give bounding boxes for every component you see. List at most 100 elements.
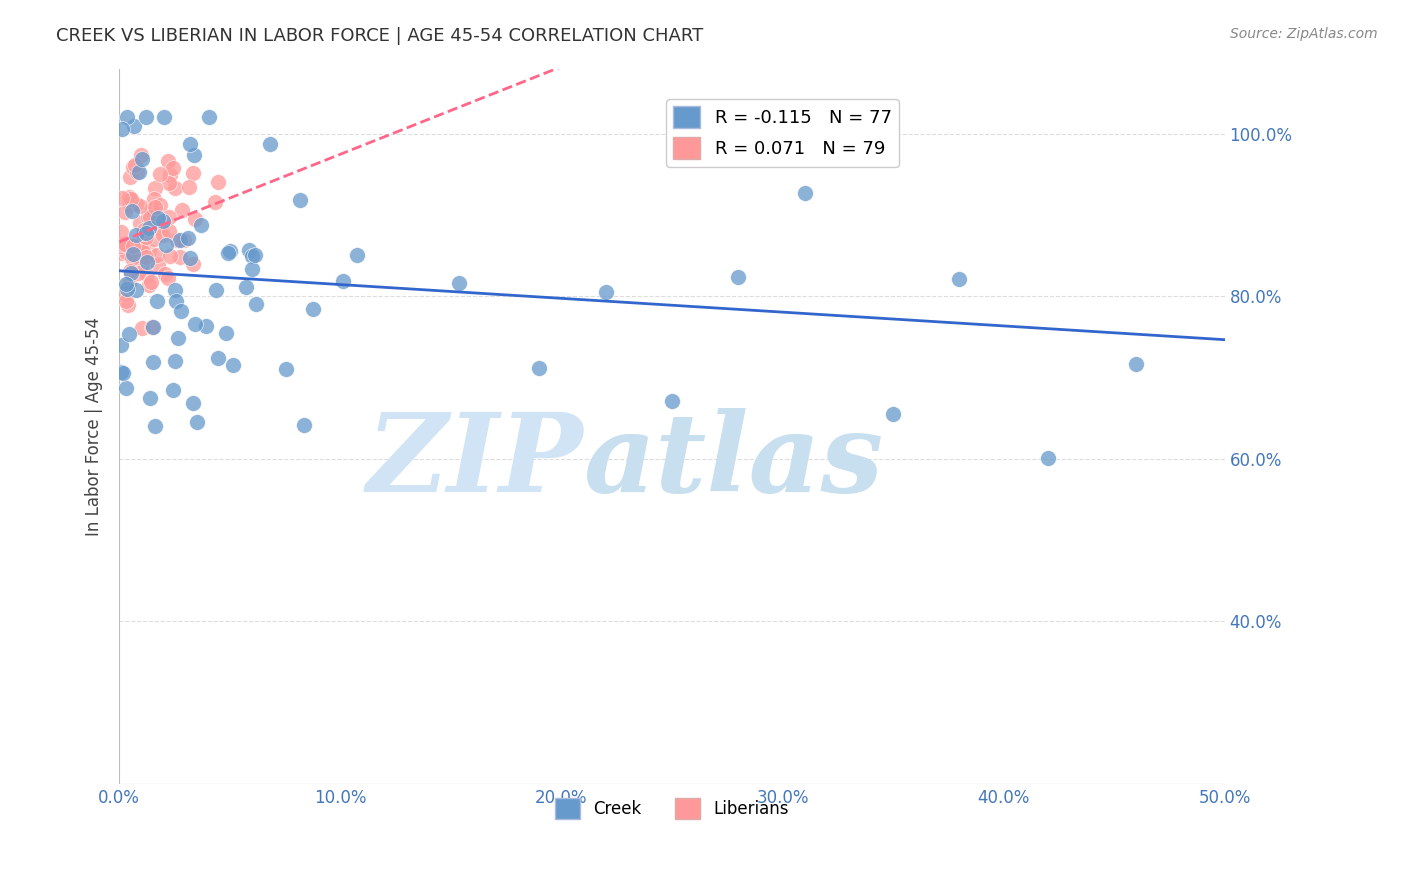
Point: [177, 231, 200, 245]
Y-axis label: In Labor Force | Age 45-54: In Labor Force | Age 45-54: [86, 317, 103, 535]
Point: [179, 137, 201, 152]
Point: [112, 285, 135, 300]
Point: [207, 175, 229, 189]
Point: [166, 233, 188, 247]
Point: [129, 148, 152, 162]
Point: [215, 326, 238, 340]
Point: [121, 161, 143, 175]
Point: [146, 211, 169, 225]
Point: [243, 247, 266, 261]
Point: [135, 268, 157, 283]
Point: [169, 250, 191, 264]
Point: [135, 230, 157, 244]
Point: [115, 282, 138, 296]
Point: [122, 247, 145, 261]
Point: [259, 136, 281, 151]
Point: [141, 203, 163, 218]
Point: [157, 210, 180, 224]
Point: [195, 318, 218, 333]
Point: [110, 246, 132, 260]
Point: [124, 158, 146, 172]
Point: [245, 297, 267, 311]
Point: [150, 221, 173, 235]
Point: [173, 233, 195, 247]
Point: [181, 395, 204, 409]
Point: [110, 225, 132, 239]
Point: [139, 391, 162, 405]
Point: [157, 270, 180, 285]
Point: [1125, 357, 1147, 371]
Point: [114, 277, 136, 292]
Point: [157, 154, 180, 169]
Point: [121, 204, 143, 219]
Point: [128, 199, 150, 213]
Point: [148, 167, 170, 181]
Text: atlas: atlas: [583, 409, 884, 516]
Point: [169, 304, 191, 318]
Point: [595, 285, 617, 300]
Point: [145, 180, 167, 194]
Point: [235, 279, 257, 293]
Point: [111, 122, 134, 136]
Point: [122, 119, 145, 133]
Point: [125, 228, 148, 243]
Point: [204, 194, 226, 209]
Point: [148, 258, 170, 272]
Point: [138, 221, 160, 235]
Point: [183, 147, 205, 161]
Point: [242, 261, 264, 276]
Point: [111, 367, 134, 381]
Point: [163, 283, 186, 297]
Point: [882, 407, 904, 421]
Point: [159, 169, 181, 183]
Point: [149, 197, 172, 211]
Point: [117, 326, 139, 341]
Point: [529, 360, 551, 375]
Point: [131, 321, 153, 335]
Text: ZIP: ZIP: [367, 409, 583, 516]
Point: [143, 211, 166, 226]
Point: [222, 358, 245, 372]
Point: [288, 194, 311, 208]
Text: CREEK VS LIBERIAN IN LABOR FORCE | AGE 45-54 CORRELATION CHART: CREEK VS LIBERIAN IN LABOR FORCE | AGE 4…: [56, 27, 703, 45]
Point: [127, 266, 149, 280]
Point: [152, 228, 174, 243]
Point: [132, 227, 155, 241]
Point: [153, 110, 176, 124]
Point: [274, 362, 297, 376]
Point: [138, 210, 160, 224]
Point: [238, 243, 260, 257]
Point: [1225, 183, 1247, 197]
Text: Source: ZipAtlas.com: Source: ZipAtlas.com: [1230, 27, 1378, 41]
Point: [141, 319, 163, 334]
Point: [793, 186, 815, 200]
Point: [207, 351, 229, 365]
Point: [152, 213, 174, 227]
Point: [165, 293, 187, 308]
Point: [120, 267, 142, 281]
Point: [190, 218, 212, 232]
Point: [155, 238, 177, 252]
Point: [115, 110, 138, 124]
Point: [146, 248, 169, 262]
Point: [162, 161, 184, 176]
Point: [110, 236, 132, 251]
Point: [346, 248, 368, 262]
Point: [142, 354, 165, 368]
Point: [115, 381, 138, 395]
Point: [118, 276, 141, 290]
Point: [120, 193, 142, 207]
Point: [197, 110, 219, 124]
Point: [172, 203, 194, 218]
Point: [145, 418, 167, 433]
Point: [124, 248, 146, 262]
Point: [121, 194, 143, 208]
Point: [179, 251, 201, 265]
Point: [167, 331, 190, 345]
Point: [138, 244, 160, 258]
Point: [125, 197, 148, 211]
Point: [159, 249, 181, 263]
Point: [179, 180, 201, 194]
Point: [727, 269, 749, 284]
Point: [186, 415, 208, 429]
